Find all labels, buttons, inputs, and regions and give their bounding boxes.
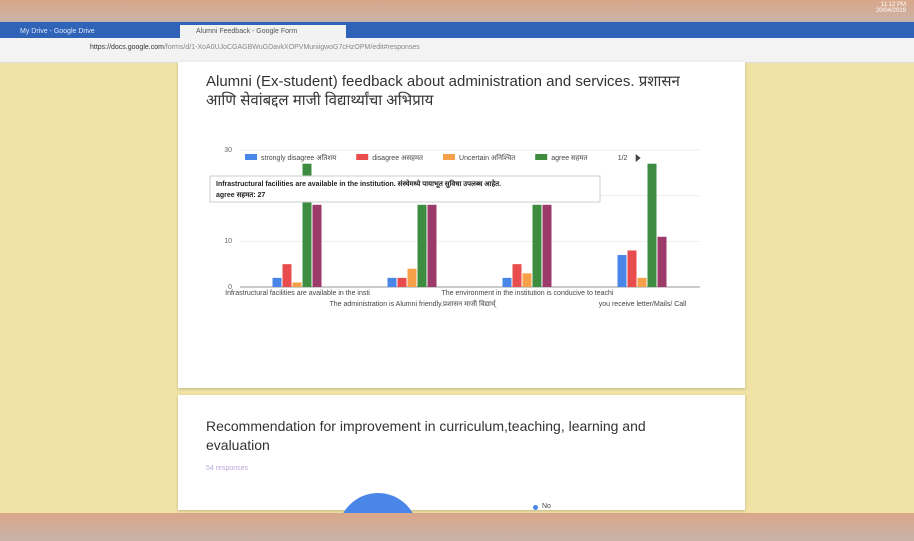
url[interactable]: https://docs.google.com/forms/d/1-XoA0UJ…: [90, 44, 420, 51]
bar: [657, 236, 667, 287]
legend-pager-arrow: [635, 154, 641, 162]
tab-strip: My Drive - Google Drive Alumni Feedback …: [0, 22, 914, 38]
bar: [502, 277, 512, 287]
tooltip-series: agree सहमत: [216, 192, 254, 199]
taskbar: [0, 513, 914, 541]
y-tick-label: 10: [224, 238, 232, 245]
x-tick-label: you receive letter/Mails/ Call: [599, 301, 687, 308]
bar: [427, 204, 437, 287]
bar: [387, 277, 397, 287]
bar: [407, 268, 417, 287]
legend-label: strongly disagree अतिशय: [261, 153, 337, 162]
chart: 0102030Infrastructural facilities are av…: [209, 147, 700, 308]
legend-swatch: [535, 154, 548, 160]
x-tick-label: The administration is Alumni friendly.प्…: [330, 299, 497, 308]
tab[interactable]: Alumni Feedback - Google Form: [180, 25, 346, 38]
bar: [617, 255, 627, 287]
time: 11:12 PM: [880, 2, 906, 8]
legend-swatch: [245, 154, 257, 160]
taskbar: 11:12 PM 20/04/2019: [0, 0, 914, 22]
tooltip-value: agree सहमत: 27: [216, 192, 265, 199]
question-title: Alumni (Ex-student) feedback about admin…: [206, 73, 680, 109]
url-path: /forms/d/1-XoA0UJoCGAGBWuGDavkXOPVMuniig…: [163, 44, 420, 51]
bar: [397, 277, 407, 287]
x-tick-label: Infrastructural facilities are available…: [225, 290, 370, 297]
y-tick-label: 0: [228, 284, 232, 291]
bar: [292, 282, 302, 287]
bar: [542, 204, 552, 287]
x-tick-label: The environment in the institution is co…: [442, 290, 614, 297]
legend-label: No: [542, 503, 551, 510]
question-title: Recommendation for improvement in curric…: [206, 418, 646, 453]
clock: 11:12 PM 20/04/2019: [876, 2, 906, 14]
bar: [637, 277, 647, 287]
bar: [302, 163, 312, 287]
chart-card: Alumni (Ex-student) feedback about admin…: [178, 62, 745, 388]
bar: [512, 264, 522, 287]
y-tick-label: 30: [224, 147, 232, 154]
bar: [282, 264, 292, 287]
bar: [647, 163, 657, 287]
bar: [417, 204, 427, 287]
legend-swatch: [533, 505, 538, 510]
bar: [627, 250, 637, 287]
tooltip-sep: :: [253, 192, 257, 199]
tab[interactable]: My Drive - Google Drive: [20, 28, 95, 35]
address-bar: https://docs.google.com/forms/d/1-XoA0UJ…: [0, 38, 914, 63]
legend-label: agree सहमत: [551, 155, 588, 162]
response-count: 54 responses: [206, 465, 249, 472]
bar: [532, 204, 542, 287]
legend-label: disagree असहमत: [372, 155, 424, 162]
legend-swatch: [443, 154, 456, 160]
tooltip: [209, 175, 601, 203]
bar: [312, 204, 322, 287]
legend-pager: 1/2: [618, 155, 628, 162]
tooltip-number: 27: [258, 192, 266, 199]
date: 20/04/2019: [875, 8, 906, 14]
legend-swatch: [356, 154, 369, 160]
legend-label: Uncertain अनिश्चित: [459, 153, 516, 162]
url-host: https://docs.google.com: [90, 44, 164, 51]
question-card: Recommendation for improvement in curric…: [178, 395, 745, 533]
tooltip-title: Infrastructural facilities are available…: [216, 179, 501, 189]
bar: [272, 277, 282, 287]
bar: [522, 273, 532, 287]
